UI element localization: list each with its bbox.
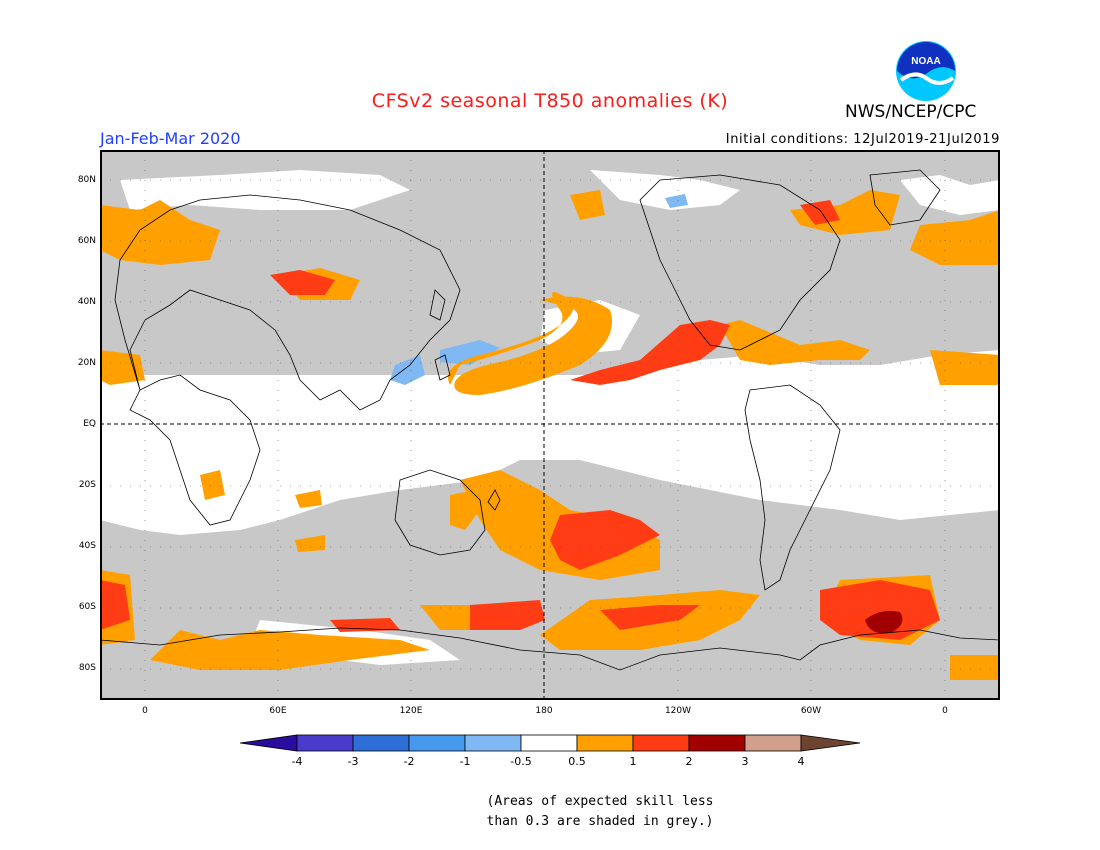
colorbar-tick: 2 xyxy=(685,755,693,768)
colorbar-tick: -0.5 xyxy=(510,755,532,768)
colorbar-tick: -1 xyxy=(459,755,471,768)
colorbar-bin xyxy=(464,734,522,752)
noaa-logo-text: NOAA xyxy=(911,56,940,67)
lon-label-120e: 120E xyxy=(399,706,423,716)
colorbar-cap-high xyxy=(800,734,861,752)
lon-label-180: 180 xyxy=(535,706,553,716)
footnote-line-2: than 0.3 are shaded in grey.) xyxy=(486,814,714,829)
colorbar-tick: -2 xyxy=(403,755,415,768)
season-label: Jan-Feb-Mar 2020 xyxy=(100,129,241,148)
colorbar-tick: -3 xyxy=(347,755,359,768)
lat-label-40n: 40N xyxy=(77,297,96,307)
colorbar-bin xyxy=(352,734,410,752)
lat-label-40s: 40S xyxy=(78,541,96,551)
lat-label-80s: 80S xyxy=(78,663,96,673)
skill-footnote: (Areas of expected skill less than 0.3 a… xyxy=(440,792,760,832)
anomaly-map xyxy=(100,150,1000,700)
colorbar xyxy=(240,734,861,752)
lon-label-120w: 120W xyxy=(664,706,692,716)
colorbar-bin xyxy=(688,734,746,752)
footnote-line-1: (Areas of expected skill less xyxy=(486,794,714,809)
neutral-regions xyxy=(100,170,1000,665)
colorbar-tick: 4 xyxy=(797,755,805,768)
very-strong-warm-regions xyxy=(865,611,903,634)
initial-conditions-label: Initial conditions: 12Jul2019-21Jul2019 xyxy=(725,132,1000,147)
colorbar-bin xyxy=(296,734,354,752)
lon-label-60w: 60W xyxy=(800,706,822,716)
colorbar-bin xyxy=(520,734,578,752)
map-title: CFSv2 seasonal T850 anomalies (K) xyxy=(371,90,729,112)
colorbar-cap-low xyxy=(240,734,298,752)
colorbar-bin xyxy=(408,734,466,752)
lat-label-20s: 20S xyxy=(78,480,96,490)
lat-label-80n: 80N xyxy=(77,175,96,185)
lat-label-60n: 60N xyxy=(77,236,96,246)
lon-label-0-east: 0 xyxy=(942,706,948,716)
lat-label-20n: 20N xyxy=(77,358,96,368)
cold-anomaly-regions xyxy=(390,194,688,385)
lon-label-60e: 60E xyxy=(269,706,287,716)
colorbar-bin xyxy=(632,734,690,752)
colorbar-tick: 1 xyxy=(629,755,637,768)
agency-label: NWS/NCEP/CPC xyxy=(845,102,977,122)
coastlines xyxy=(100,169,1000,671)
gridlines xyxy=(100,150,1000,700)
lat-label-60s: 60S xyxy=(78,602,96,612)
colorbar-tick: -4 xyxy=(291,755,303,768)
colorbar-bin xyxy=(744,734,802,752)
colorbar-bin xyxy=(576,734,634,752)
strong-warm-regions xyxy=(100,200,940,640)
noaa-logo: NOAA xyxy=(896,41,956,101)
lon-label-0: 0 xyxy=(142,706,148,716)
colorbar-tick: 0.5 xyxy=(568,755,586,768)
colorbar-tick: 3 xyxy=(741,755,749,768)
lat-label-eq: EQ xyxy=(83,419,96,429)
map-frame xyxy=(100,150,1000,700)
